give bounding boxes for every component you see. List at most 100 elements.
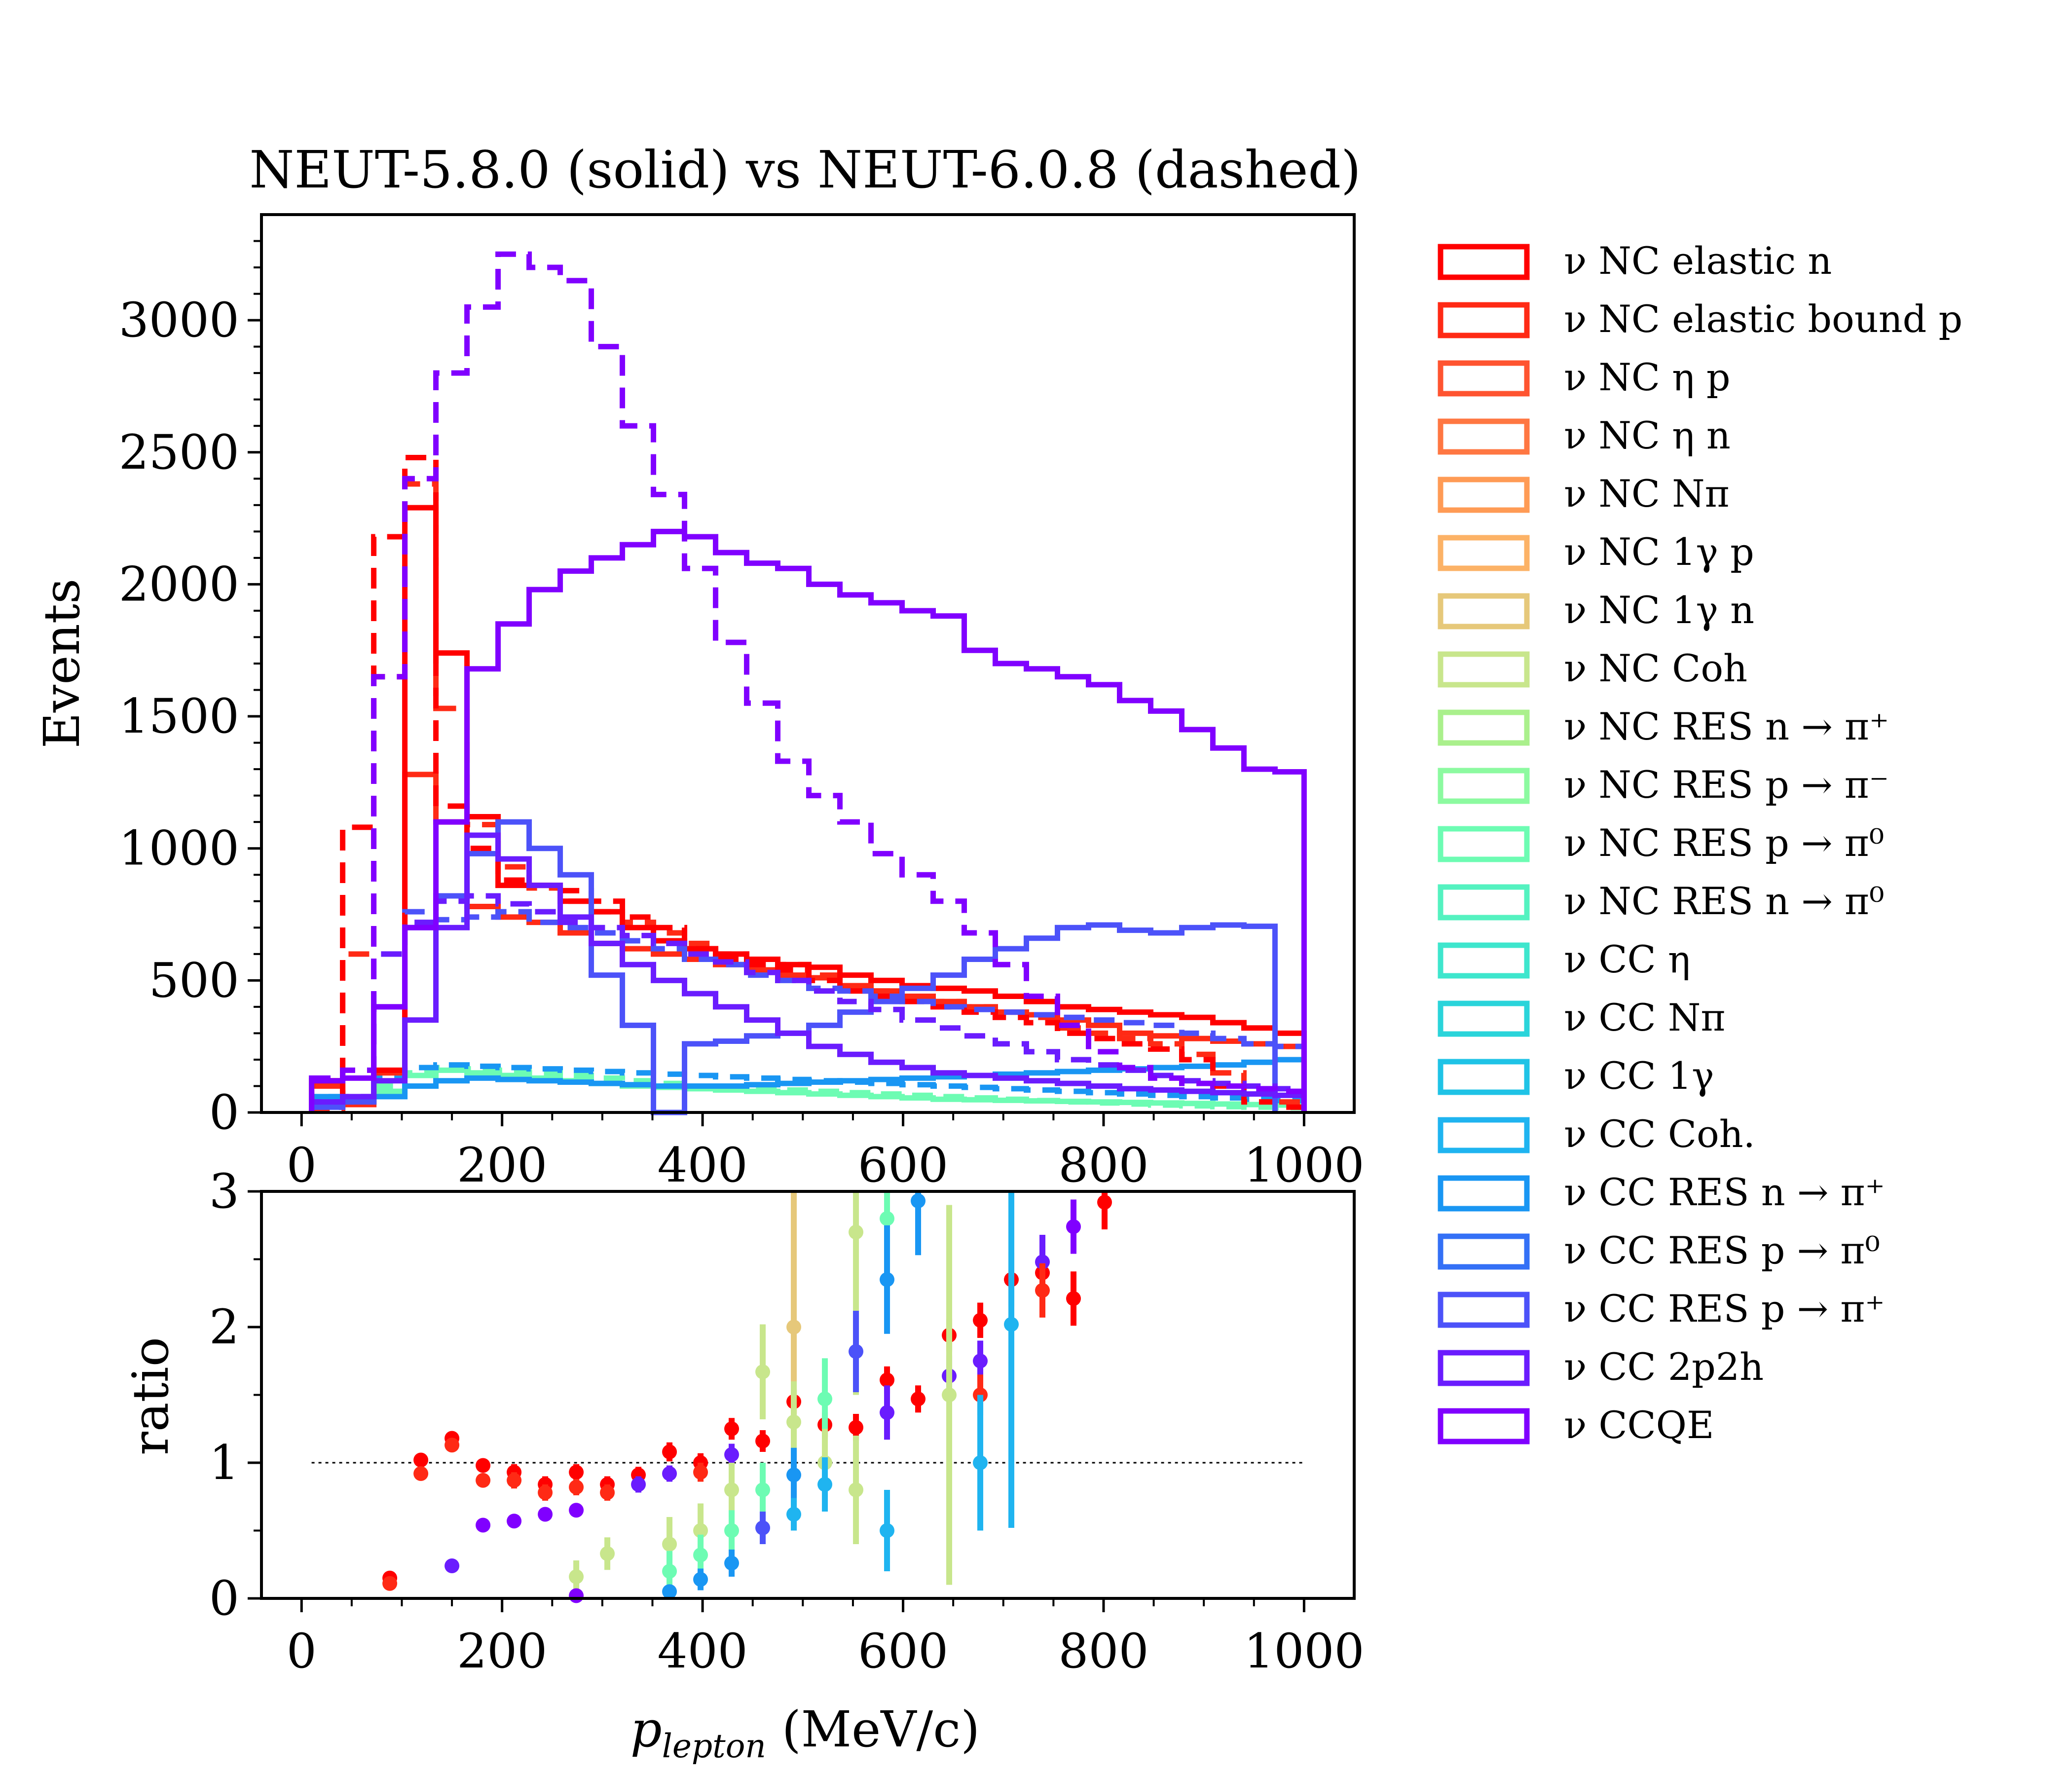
legend-label: ν CC 1γ	[1564, 1054, 1714, 1098]
bottom-y-axis: 0 1 2 3	[209, 1164, 261, 1626]
bottom-x-tick-label: 600	[858, 1624, 948, 1679]
ratio-point	[849, 1420, 864, 1435]
legend-swatch	[1438, 1000, 1530, 1037]
legend-swatch	[1438, 244, 1530, 280]
legend-label: ν NC elastic n	[1564, 239, 1832, 283]
legend-swatch	[1438, 593, 1530, 629]
legend-label: ν NC Coh	[1564, 646, 1747, 690]
ratio-point	[569, 1503, 584, 1518]
ratio-point	[817, 1477, 833, 1492]
bottom-x-tick-label: 800	[1058, 1624, 1148, 1679]
ratio-point	[569, 1480, 584, 1495]
ratio-point	[662, 1466, 677, 1481]
ratio-point	[507, 1473, 522, 1488]
legend-swatch	[1438, 768, 1530, 804]
ratio-point	[1035, 1283, 1050, 1298]
top-x-tick-label: 200	[457, 1138, 547, 1193]
ratio-point	[662, 1584, 677, 1599]
bottom-x-tick-label: 1000	[1244, 1624, 1364, 1679]
ratio-point	[973, 1353, 988, 1369]
histogram-dashed-nc-elastic-n	[309, 454, 1307, 1112]
ratio-point	[817, 1391, 833, 1406]
ratio-plot-panel: 0 200 400 600 800 1000 0 1 2 3 ratio plepton (Me…	[122, 1164, 1365, 1765]
top-y-axis-title: Events	[33, 579, 91, 749]
ratio-point	[600, 1546, 615, 1561]
ratio-point	[662, 1444, 677, 1459]
ratio-point	[1066, 1219, 1081, 1234]
ratio-point	[911, 1193, 926, 1209]
histogram-solid-nc-elastic-bound-p	[309, 772, 1307, 1112]
ratio-point	[600, 1485, 615, 1500]
ratio-point	[786, 1507, 802, 1522]
x-axis-title-unit: (MeV/c)	[766, 1701, 980, 1758]
legend-swatch	[1438, 360, 1530, 397]
legend-swatch	[1438, 651, 1530, 688]
top-y-tick-label: 2000	[119, 556, 239, 612]
ratio-point	[382, 1576, 398, 1591]
legend-swatch	[1438, 477, 1530, 513]
chart-title: NEUT-5.8.0 (solid) vs NEUT-6.0.8 (dashed…	[249, 140, 1361, 200]
ratio-point	[755, 1364, 771, 1379]
ratio-point	[755, 1434, 771, 1448]
top-y-tick-label: 2500	[119, 425, 239, 480]
top-y-tick-label: 1000	[119, 821, 239, 876]
top-y-tick-label: 1500	[119, 689, 239, 744]
ratio-point	[880, 1372, 895, 1388]
top-x-axis: 0 200 400 600 800 1000	[287, 1112, 1365, 1193]
top-plot-panel: NEUT-5.8.0 (solid) vs NEUT-6.0.8 (dashed…	[33, 140, 1365, 1193]
ratio-point	[880, 1523, 895, 1538]
legend-label: ν NC 1γ p	[1564, 530, 1754, 574]
ratio-point	[724, 1555, 740, 1571]
legend-swatch	[1438, 1292, 1530, 1328]
legend-label: ν NC RES n → π⁰	[1564, 879, 1884, 923]
histogram-dashed-ccqe	[309, 251, 1307, 1112]
ratio-point	[693, 1572, 708, 1587]
bottom-y-axis-title: ratio	[122, 1337, 180, 1455]
bottom-x-axis: 0 200 400 600 800 1000	[287, 1598, 1365, 1679]
ratio-point	[786, 1414, 802, 1430]
ratio-point	[1097, 1195, 1112, 1210]
legend-label: ν CC RES p → π⁰	[1564, 1228, 1880, 1272]
top-y-tick-label: 0	[209, 1085, 239, 1140]
ratio-point	[631, 1477, 646, 1492]
ratio-point	[1004, 1317, 1019, 1332]
top-x-tick-label: 0	[287, 1138, 317, 1193]
ratio-point	[1066, 1291, 1081, 1306]
legend-label: ν CC 2p2h	[1564, 1345, 1764, 1389]
ratio-point	[413, 1466, 429, 1481]
bottom-x-tick-label: 200	[457, 1624, 547, 1679]
legend-swatch	[1438, 1408, 1530, 1444]
legend-label: ν NC Nπ	[1564, 472, 1730, 516]
top-y-tick-label: 3000	[119, 293, 239, 348]
ratio-point	[911, 1391, 926, 1406]
ratio-point	[755, 1482, 771, 1497]
ratio-point	[662, 1537, 677, 1552]
bottom-plot-frame	[260, 1190, 1356, 1600]
legend-label: ν CCQE	[1564, 1403, 1714, 1447]
legend-label: ν NC RES p → π⁻	[1564, 763, 1889, 807]
ratio-point	[476, 1517, 491, 1533]
legend-label: ν CC RES n → π⁺	[1564, 1170, 1885, 1214]
legend-label: ν NC η n	[1564, 413, 1731, 457]
legend-swatch	[1438, 884, 1530, 921]
x-axis-title-symbol: p	[630, 1701, 662, 1758]
ratio-point	[693, 1548, 708, 1562]
legend-swatch	[1438, 535, 1530, 571]
histogram-solid-nc-res-p	[309, 1067, 1307, 1112]
x-axis-title: plepton (MeV/c)	[630, 1701, 980, 1765]
legend-swatch	[1438, 709, 1530, 746]
ratio-point	[973, 1313, 988, 1328]
ratio-point	[476, 1458, 491, 1473]
histogram-solid-nc-elastic-n	[309, 505, 1307, 1112]
ratio-point	[942, 1387, 957, 1403]
bottom-y-tick-label: 3	[209, 1164, 239, 1219]
top-y-axis: 0 500 1000 1500 2000 2500 3000	[119, 240, 261, 1140]
ratio-point	[693, 1465, 708, 1480]
ratio-point	[444, 1438, 460, 1453]
ratio-point	[569, 1569, 584, 1584]
legend-label: ν NC 1γ n	[1564, 588, 1754, 632]
legend-swatch	[1438, 1350, 1530, 1386]
legend-label: ν NC η p	[1564, 355, 1731, 399]
legend-swatch	[1438, 302, 1530, 338]
